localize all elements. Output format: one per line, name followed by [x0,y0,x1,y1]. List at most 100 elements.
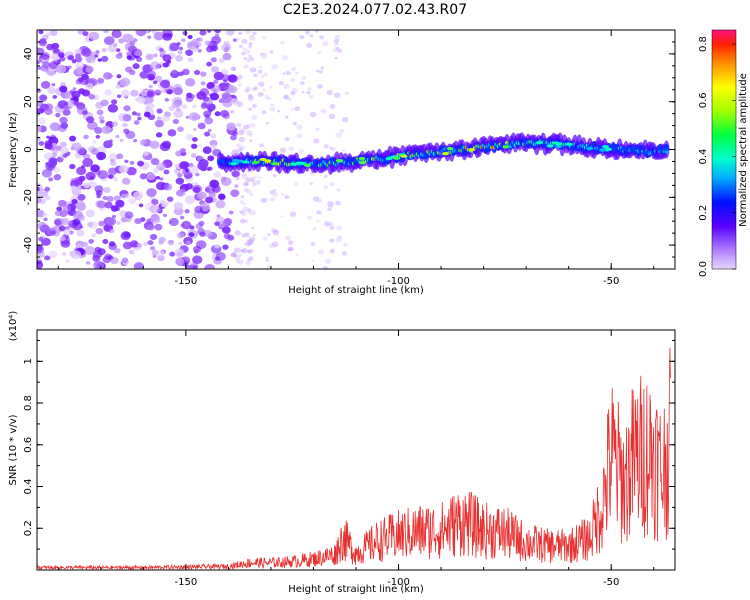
noise-blob [300,81,305,85]
noise-blob [185,77,196,87]
noise-blob [284,137,290,142]
noise-blob [131,111,137,116]
noise-blob [52,149,58,154]
noise-blob [113,30,122,38]
noise-blob [156,116,162,121]
band-hotspot [252,160,260,165]
top-y-tick-label: 0 [23,146,34,152]
noise-blob [272,173,277,178]
noise-blob [37,244,44,254]
noise-blob [114,248,121,254]
noise-blob [78,88,86,95]
noise-blob [253,175,257,179]
top-y-tick-label: -40 [23,237,34,253]
noise-blob [37,221,48,231]
noise-blob [128,45,138,54]
noise-blob [248,54,252,58]
noise-blob [206,61,213,67]
noise-blob [193,69,201,76]
noise-blob [92,139,97,144]
noise-blob [169,251,176,257]
spectrogram-band [216,132,670,175]
noise-blob [248,42,253,46]
noise-blob [258,81,265,87]
noise-blob [77,77,84,83]
spectrogram-noise [37,30,350,269]
noise-blob [249,139,253,143]
noise-blob [237,129,245,136]
noise-blob [109,160,117,166]
noise-blob [223,217,233,226]
noise-blob [105,217,117,226]
band-hotspot [641,151,649,155]
noise-blob [162,54,172,62]
noise-blob [97,58,102,62]
noise-blob [156,176,161,180]
noise-blob [112,177,119,182]
noise-blob [63,104,70,110]
noise-blob [241,51,246,56]
noise-blob [152,80,158,85]
bottom-plot-frame [36,329,676,571]
noise-blob [111,121,118,127]
noise-blob [185,115,190,119]
noise-blob [210,144,217,150]
noise-blob [234,247,241,253]
noise-blob [135,30,147,37]
noise-blob [116,74,122,79]
noise-blob [342,148,346,152]
noise-blob [221,94,232,103]
band-hotspot [661,147,669,151]
noise-blob [73,100,80,106]
band-hotspot [620,147,628,151]
noise-blob [263,52,267,56]
noise-blob [336,47,340,50]
noise-blob [238,44,243,48]
noise-blob [262,236,268,241]
noise-blob [128,197,137,205]
noise-blob [247,95,254,101]
noise-blob [103,72,113,80]
noise-blob [108,153,119,162]
noise-blob [40,81,51,89]
noise-blob [71,142,82,151]
noise-blob [136,243,143,248]
noise-blob [56,206,63,212]
noise-blob [237,74,243,80]
noise-blob [239,200,244,204]
noise-blob [197,161,208,171]
noise-blob [70,180,79,188]
noise-blob [70,250,82,260]
noise-blob [177,50,183,55]
noise-blob [184,195,196,205]
noise-blob [250,178,256,183]
noise-blob [190,153,197,158]
noise-blob [270,103,275,107]
noise-blob [82,31,89,37]
noise-blob [60,141,67,148]
band-hotspot [546,144,554,148]
noise-blob [207,155,215,162]
noise-blob [222,52,232,61]
noise-blob [204,131,211,137]
noise-blob [272,192,279,198]
noise-blob [151,198,159,206]
band-hotspot [303,163,311,167]
noise-blob [284,194,290,200]
noise-blob [285,70,291,76]
noise-blob [113,195,121,202]
noise-blob [37,186,40,192]
noise-blob [213,171,222,178]
bottom-y-tick-label: 0.2 [23,520,34,536]
noise-blob [208,191,216,198]
noise-blob [116,221,121,225]
noise-blob [176,232,185,239]
noise-blob [171,69,178,75]
noise-blob [257,92,264,97]
noise-blob [250,123,256,128]
noise-blob [242,234,246,238]
noise-blob [96,151,107,161]
noise-blob [187,57,194,63]
noise-blob [153,31,164,41]
